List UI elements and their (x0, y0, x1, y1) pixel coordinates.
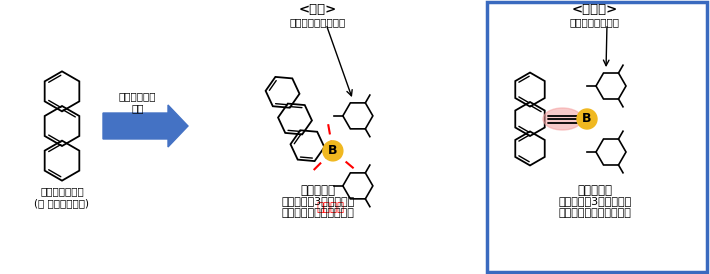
Text: B: B (582, 113, 591, 125)
Text: 炭素骨格と3配位ホウ素: 炭素骨格と3配位ホウ素 (281, 196, 354, 206)
Text: ホウ素置換基: ホウ素置換基 (119, 91, 156, 101)
Text: 原子の相互作用が大きい: 原子の相互作用が大きい (559, 208, 631, 218)
Ellipse shape (543, 108, 582, 130)
Text: B: B (328, 144, 337, 157)
Text: 平面状炭素骨格: 平面状炭素骨格 (40, 187, 84, 197)
Text: <本研究>: <本研究> (572, 3, 618, 16)
Text: 捻じれ大：: 捻じれ大： (300, 184, 336, 197)
Text: 捻じれ小：: 捻じれ小： (577, 184, 613, 197)
Circle shape (577, 109, 597, 129)
Text: <従来>: <従来> (299, 3, 337, 16)
FancyArrow shape (103, 105, 188, 147)
Text: 原子の相互作用が小さい: 原子の相互作用が小さい (282, 208, 354, 218)
Text: 導入: 導入 (131, 103, 143, 113)
Bar (487, 2, 707, 272)
Text: ジメシチルボリル基: ジメシチルボリル基 (290, 17, 346, 27)
Text: 立体反発: 立体反発 (317, 201, 345, 214)
Text: (例 アントラセン): (例 アントラセン) (35, 199, 89, 209)
Text: 炭素骨格と3配位ホウ素: 炭素骨格と3配位ホウ素 (558, 196, 632, 206)
Circle shape (323, 141, 343, 161)
Text: エチンジイル架橋: エチンジイル架橋 (570, 17, 620, 27)
